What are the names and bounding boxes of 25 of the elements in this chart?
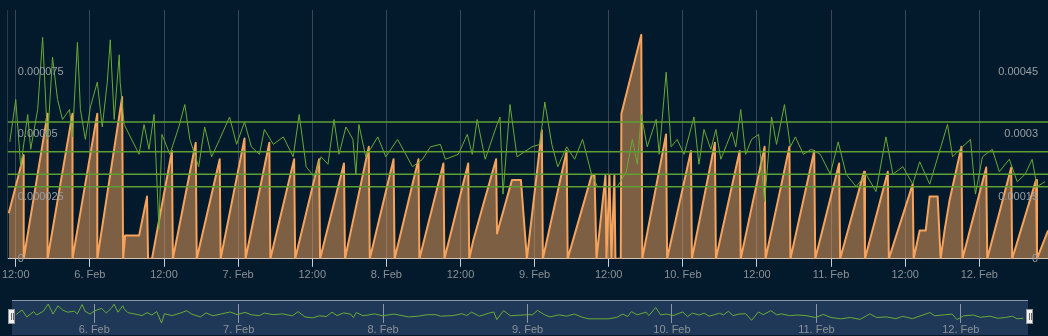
x-tick-label: 11. Feb [798,322,835,335]
y2-tick-label: 0.0003 [1004,127,1039,140]
x-tick-label: 8. Feb [370,268,402,281]
x-tick-label: 7. Feb [223,322,255,335]
x-tick-label: 12:00 [594,268,623,281]
x-tick-label: 11. Feb [812,268,850,281]
x-tick-label: 12:00 [298,268,327,281]
y2-tick-label: 0 [1031,251,1039,264]
x-tick-label: 12:00 [446,268,475,281]
x-tick-label: 12:00 [743,268,771,281]
y-tick-label: 0 [17,251,24,264]
x-tick-label: 8. Feb [367,322,399,335]
x-tick-label: 7. Feb [222,268,254,281]
y2-tick-label: 0.00045 [998,65,1038,78]
x-tick-label: 12:00 [891,268,919,281]
x-tick-label: 12. Feb [960,268,998,281]
x-tick-label: 12:00 [150,268,178,281]
x-tick-label: 10. Feb [653,322,691,335]
x-tick-label: 9. Feb [519,268,551,281]
x-tick-label: 10. Feb [664,268,702,281]
x-tick-label: 6. Feb [74,268,106,281]
x-tick-label: 9. Feb [511,322,544,335]
x-tick-label: 12:00 [2,268,30,281]
x-tick-label: 6. Feb [78,322,110,335]
x-tick-label: 12. Feb [942,322,980,335]
